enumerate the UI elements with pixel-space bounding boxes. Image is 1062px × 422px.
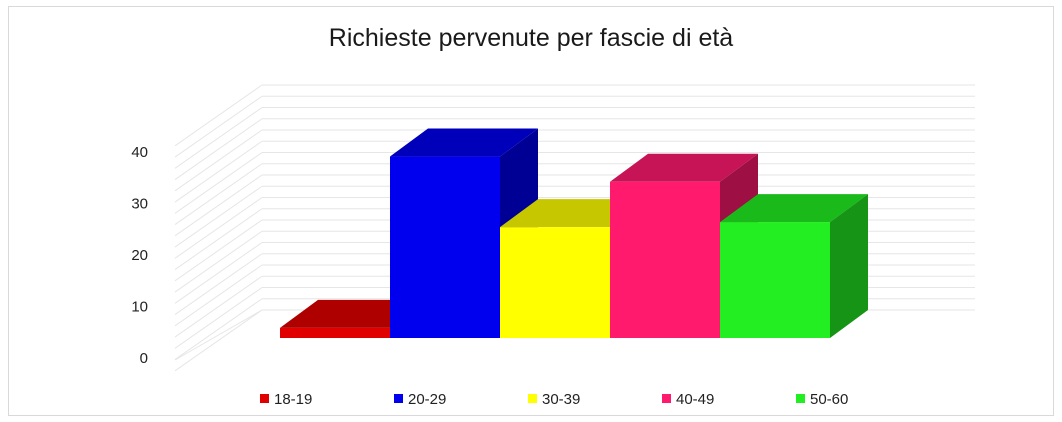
legend-swatch <box>662 394 671 403</box>
y-tick-label: 20 <box>131 247 148 264</box>
bar-front <box>500 227 610 338</box>
legend-item-40-49: 40-49 <box>662 391 714 408</box>
bar-front <box>280 327 390 338</box>
bar-top <box>720 194 868 223</box>
legend-label: 20-29 <box>408 391 446 408</box>
y-tick-label: 0 <box>140 350 148 367</box>
y-tick-label: 40 <box>131 144 148 161</box>
bar-top <box>390 128 538 157</box>
legend-label: 50-60 <box>810 391 848 408</box>
legend-swatch <box>394 394 403 403</box>
bar-50-60 <box>720 194 868 338</box>
legend-item-18-19: 18-19 <box>260 391 312 408</box>
y-tick-label: 30 <box>131 196 148 213</box>
bar-front <box>390 156 500 338</box>
legend-label: 30-39 <box>542 391 580 408</box>
chart-title: Richieste pervenute per fascie di età <box>328 24 734 52</box>
legend-label: 18-19 <box>274 391 312 408</box>
legend: 18-19 20-29 30-39 40-49 50-60 <box>260 391 848 408</box>
legend-item-50-60: 50-60 <box>796 391 848 408</box>
legend-swatch <box>796 394 805 403</box>
bar-front <box>720 222 830 338</box>
bar-side <box>830 194 868 338</box>
legend-item-20-29: 20-29 <box>394 391 446 408</box>
legend-item-30-39: 30-39 <box>528 391 580 408</box>
y-tick-label: 10 <box>131 299 148 316</box>
bars <box>280 128 868 338</box>
bar-top <box>610 153 758 182</box>
legend-label: 40-49 <box>676 391 714 408</box>
bar-front <box>610 181 720 338</box>
legend-swatch <box>260 394 269 403</box>
legend-swatch <box>528 394 537 403</box>
y-axis-ticks: 0 10 20 30 40 <box>131 144 148 367</box>
